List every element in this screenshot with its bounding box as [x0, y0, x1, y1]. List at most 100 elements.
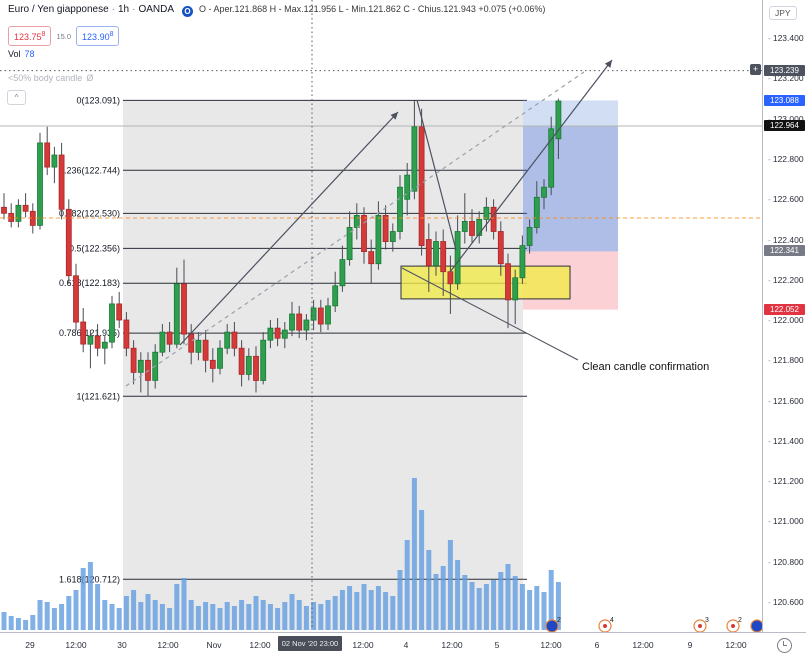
candle-body[interactable]	[303, 319, 310, 331]
candle-body[interactable]	[94, 335, 101, 349]
candle-body[interactable]	[397, 186, 403, 232]
candle-body[interactable]	[166, 331, 173, 345]
candle-body[interactable]	[368, 251, 375, 265]
projection-arrow[interactable]	[449, 59, 613, 273]
candle-body[interactable]	[15, 204, 22, 222]
volume-label[interactable]: Vol	[8, 49, 21, 59]
timeframe[interactable]: 1h	[118, 4, 130, 15]
supply-blue-zone[interactable]	[523, 126, 618, 252]
candle-body[interactable]	[159, 331, 166, 353]
support-yellow-zone[interactable]	[400, 265, 571, 300]
candle-body[interactable]	[109, 303, 115, 343]
candle-body[interactable]	[325, 305, 331, 325]
candle-body[interactable]	[425, 239, 432, 267]
candle-body[interactable]	[87, 335, 94, 345]
pullback-line[interactable]	[416, 99, 457, 251]
candle-body[interactable]	[231, 331, 238, 349]
candle-body[interactable]	[317, 307, 324, 325]
candle-body[interactable]	[8, 212, 15, 222]
candle-body[interactable]	[447, 271, 454, 285]
hline-price-badge[interactable]: 122.964	[764, 120, 805, 131]
buy-button[interactable]: 123.908	[76, 26, 120, 46]
candle-body[interactable]	[73, 275, 79, 323]
candle-body[interactable]	[418, 126, 425, 247]
price-axis[interactable]: JPY ◂ 123.400123.200123.000122.800122.60…	[762, 0, 806, 632]
candle-body[interactable]	[51, 154, 58, 168]
candle-body[interactable]	[404, 174, 411, 200]
candle-body[interactable]	[505, 263, 511, 301]
candle-body[interactable]	[512, 277, 519, 301]
candle-body[interactable]	[533, 196, 540, 228]
candle-body[interactable]	[137, 359, 144, 373]
candle-body[interactable]	[130, 347, 137, 373]
candle-body[interactable]	[44, 142, 51, 168]
impulse-arrow-1[interactable]	[179, 111, 399, 346]
exchange-name[interactable]: OANDA	[138, 4, 175, 15]
candle-body[interactable]	[260, 339, 267, 381]
sell-button[interactable]: 123.758	[8, 26, 52, 46]
candle-body[interactable]	[65, 208, 72, 277]
candle-body[interactable]	[555, 100, 562, 140]
candle-body[interactable]	[116, 303, 123, 321]
candle-body[interactable]	[173, 283, 180, 345]
time-axis[interactable]: 02 Nov '20 23:00 29 12:00 30 12:00 Nov 12:00 1…	[0, 632, 806, 660]
price-chart-canvas[interactable]: 0(123.091) 0.236(122.744) 0.382(122.530) 0.…	[0, 0, 762, 632]
candle-body[interactable]	[238, 347, 245, 375]
candle-body[interactable]	[101, 341, 108, 349]
zone-edge-price-badge[interactable]: 122.341	[764, 245, 805, 256]
candle-body[interactable]	[332, 285, 339, 307]
candle-body[interactable]	[490, 206, 497, 232]
currency-button[interactable]: JPY	[769, 6, 797, 20]
timezone-clock-icon[interactable]	[777, 638, 792, 653]
candle-body[interactable]	[469, 220, 475, 236]
candle-body[interactable]	[22, 204, 29, 212]
candle-body[interactable]	[253, 355, 259, 381]
zone-low-price-badge[interactable]: 122.052	[764, 304, 805, 315]
candle-body[interactable]	[461, 220, 468, 232]
annotation-text[interactable]: Clean candle confirmation	[582, 361, 709, 373]
candle-body[interactable]	[37, 142, 43, 226]
annotation-line[interactable]	[401, 267, 579, 361]
candle-body[interactable]	[123, 319, 130, 349]
candle-body[interactable]	[411, 126, 418, 192]
candle-body[interactable]	[339, 259, 346, 287]
candle-body[interactable]	[440, 241, 447, 273]
candle-body[interactable]	[382, 214, 389, 242]
calendar-event-icon[interactable]	[545, 619, 559, 632]
candle-body[interactable]	[541, 186, 547, 198]
candle-body[interactable]	[497, 231, 504, 265]
candle-body[interactable]	[267, 327, 274, 341]
candle-body[interactable]	[476, 218, 483, 236]
candle-body[interactable]	[1, 206, 7, 214]
candle-body[interactable]	[217, 347, 223, 369]
supply-blue-light-zone[interactable]	[523, 100, 618, 126]
candle-body[interactable]	[274, 327, 281, 339]
indicator-name[interactable]: <50% body candle	[8, 73, 83, 83]
candle-body[interactable]	[245, 355, 252, 375]
crosshair-price-badge[interactable]: 123.239	[764, 65, 805, 76]
candle-body[interactable]	[483, 206, 490, 220]
collapse-legend-button[interactable]: ^	[7, 90, 26, 105]
candle-body[interactable]	[346, 226, 353, 260]
add-alert-plus-icon[interactable]: +	[750, 64, 761, 75]
candle-body[interactable]	[209, 359, 216, 369]
candle-body[interactable]	[519, 245, 526, 279]
candle-body[interactable]	[548, 128, 555, 188]
candle-body[interactable]	[195, 339, 202, 353]
candle-body[interactable]	[224, 331, 231, 349]
candle-body[interactable]	[375, 214, 382, 265]
symbol-title[interactable]: Euro / Yen giapponese	[8, 4, 109, 15]
candle-body[interactable]	[454, 231, 461, 285]
candle-body[interactable]	[202, 339, 209, 361]
candle-body[interactable]	[310, 307, 317, 321]
candle-body[interactable]	[526, 226, 533, 246]
candle-body[interactable]	[281, 329, 288, 339]
last-price-badge[interactable]: 123.088	[764, 95, 805, 106]
candle-body[interactable]	[389, 231, 396, 243]
candle-body[interactable]	[80, 321, 87, 345]
candle-body[interactable]	[181, 283, 187, 335]
candle-body[interactable]	[361, 214, 367, 252]
candle-body[interactable]	[433, 241, 439, 267]
candle-body[interactable]	[58, 154, 65, 210]
calendar-event-icon[interactable]	[750, 619, 762, 632]
